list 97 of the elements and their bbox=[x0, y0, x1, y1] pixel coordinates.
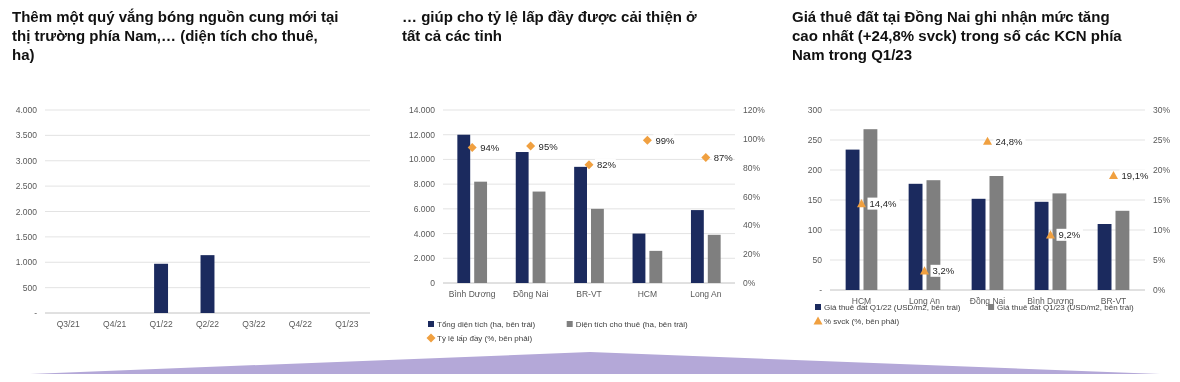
y2-tick-label: 20% bbox=[1153, 165, 1171, 175]
x-tick-label: Q4/21 bbox=[103, 319, 127, 329]
y-tick-label: 4.000 bbox=[15, 105, 38, 115]
y2-tick-label: 120% bbox=[743, 105, 766, 115]
y-tick-label: 1.000 bbox=[15, 257, 38, 268]
bar bbox=[707, 234, 721, 283]
y-tick-label: 2.500 bbox=[15, 181, 38, 192]
y-tick-label: 250 bbox=[807, 135, 823, 145]
y-tick-label: - bbox=[819, 285, 823, 295]
bar bbox=[632, 233, 646, 283]
x-tick-label: Đồng Nai bbox=[969, 296, 1006, 306]
x-tick-label: Q3/21 bbox=[56, 319, 81, 329]
bar bbox=[971, 198, 986, 290]
bar bbox=[457, 134, 471, 283]
bar bbox=[591, 208, 604, 283]
point bbox=[1109, 170, 1118, 179]
y2-tick-label: 40% bbox=[743, 220, 761, 231]
data-label: 87% bbox=[713, 152, 734, 164]
y-tick-label: 150 bbox=[807, 195, 823, 205]
data-label: 19,1% bbox=[1121, 169, 1149, 181]
y-tick-label: 3.500 bbox=[15, 130, 38, 141]
point bbox=[1046, 230, 1055, 239]
x-tick-label: Q2/22 bbox=[195, 319, 220, 329]
x-tick-label: Bình Dương bbox=[448, 289, 496, 299]
y2-tick-label: 20% bbox=[743, 249, 761, 260]
y2-tick-label: 25% bbox=[1153, 135, 1171, 145]
y-tick-label: 100 bbox=[807, 225, 823, 235]
x-tick-label: Long An bbox=[908, 296, 941, 306]
y-tick-label: 10.000 bbox=[409, 154, 436, 165]
legend-label: % svck (%, bên phải) bbox=[824, 317, 900, 326]
x-tick-label: BR-VT bbox=[576, 289, 602, 299]
bar bbox=[1097, 224, 1112, 290]
x-tick-label: Q3/22 bbox=[242, 319, 266, 329]
x-tick-label: Long An bbox=[690, 289, 722, 299]
y-tick-label: 2.000 bbox=[413, 253, 436, 264]
x-tick-label: Đồng Nai bbox=[512, 289, 549, 299]
y-tick-label: 50 bbox=[812, 255, 823, 265]
y-tick-label: 2.000 bbox=[15, 206, 38, 217]
chart-title: Thêm một quý vắng bóng nguồn cung mới tại thị trường phía Nam,… (diện tích cho thuê, ha) bbox=[12, 8, 339, 63]
point bbox=[701, 153, 711, 163]
point bbox=[983, 136, 992, 145]
data-label: 9,2% bbox=[1058, 229, 1081, 241]
y2-tick-label: 5% bbox=[1153, 255, 1166, 265]
y2-tick-label: 0% bbox=[1153, 285, 1166, 295]
y-tick-label: 8.000 bbox=[413, 179, 436, 190]
y-tick-label: 0 bbox=[430, 278, 436, 288]
point bbox=[467, 142, 477, 152]
chart-title: Giá thuê đất tại Đồng Nai ghi nhận mức tăng cao nhất (+24,8% svck) trong số các KCN phía Nam trong Q1/23 bbox=[792, 8, 1123, 63]
y-tick-label: 1.500 bbox=[15, 231, 38, 242]
data-label: 99% bbox=[655, 134, 675, 146]
y2-tick-label: 80% bbox=[743, 162, 761, 173]
data-label: 95% bbox=[538, 140, 559, 152]
y2-tick-label: 0% bbox=[743, 278, 756, 288]
data-label: 24,8% bbox=[995, 135, 1023, 147]
x-tick-label: Q1/22 bbox=[149, 319, 173, 329]
bar bbox=[474, 181, 488, 283]
y-tick-label: 3.000 bbox=[15, 155, 38, 166]
chart-title: … giúp cho tỷ lệ lấp đầy được cải thiện ở tất cả các tỉnh bbox=[402, 8, 698, 44]
y-tick-label: 500 bbox=[22, 282, 38, 293]
x-tick-label: HCM bbox=[637, 289, 658, 299]
y2-tick-label: 10% bbox=[1153, 225, 1171, 235]
bar bbox=[1034, 201, 1049, 290]
bar bbox=[574, 166, 587, 283]
data-label: 3,2% bbox=[932, 265, 955, 277]
x-tick-label: Q4/22 bbox=[288, 319, 313, 329]
bar bbox=[845, 149, 860, 290]
point bbox=[920, 266, 929, 275]
y-tick-label: 300 bbox=[807, 105, 823, 115]
legend-label: Tổng diện tích (ha, bên trái) bbox=[437, 320, 536, 329]
y-tick-label: - bbox=[34, 308, 38, 318]
bar bbox=[515, 152, 529, 283]
y-tick-label: 14.000 bbox=[409, 105, 436, 115]
y-tick-label: 200 bbox=[807, 165, 823, 175]
bar bbox=[649, 250, 663, 283]
y-tick-label: 6.000 bbox=[413, 203, 436, 214]
bar bbox=[1115, 210, 1130, 290]
y-tick-label: 4.000 bbox=[413, 228, 436, 239]
legend-label: Diện tích cho thuê (ha, bên trái) bbox=[575, 320, 689, 329]
y2-tick-label: 60% bbox=[743, 191, 761, 202]
legend-label: Tỷ lệ lấp đầy (%, bên phải) bbox=[437, 334, 533, 343]
y2-tick-label: 15% bbox=[1153, 195, 1171, 205]
y2-tick-label: 100% bbox=[743, 133, 766, 144]
x-tick-label: BR-VT bbox=[1100, 296, 1127, 306]
x-tick-label: Q1/23 bbox=[335, 319, 359, 329]
data-label: 94% bbox=[480, 141, 500, 153]
data-label: 82% bbox=[597, 159, 617, 171]
bar bbox=[532, 191, 546, 283]
y2-tick-label: 30% bbox=[1153, 105, 1171, 115]
point bbox=[642, 135, 652, 145]
bar bbox=[690, 210, 704, 283]
point bbox=[857, 199, 866, 208]
bar bbox=[908, 183, 923, 290]
point bbox=[526, 141, 536, 151]
y-tick-label: 12.000 bbox=[409, 129, 436, 140]
data-label: 14,4% bbox=[869, 198, 897, 210]
bar bbox=[989, 176, 1004, 290]
point bbox=[584, 160, 594, 170]
